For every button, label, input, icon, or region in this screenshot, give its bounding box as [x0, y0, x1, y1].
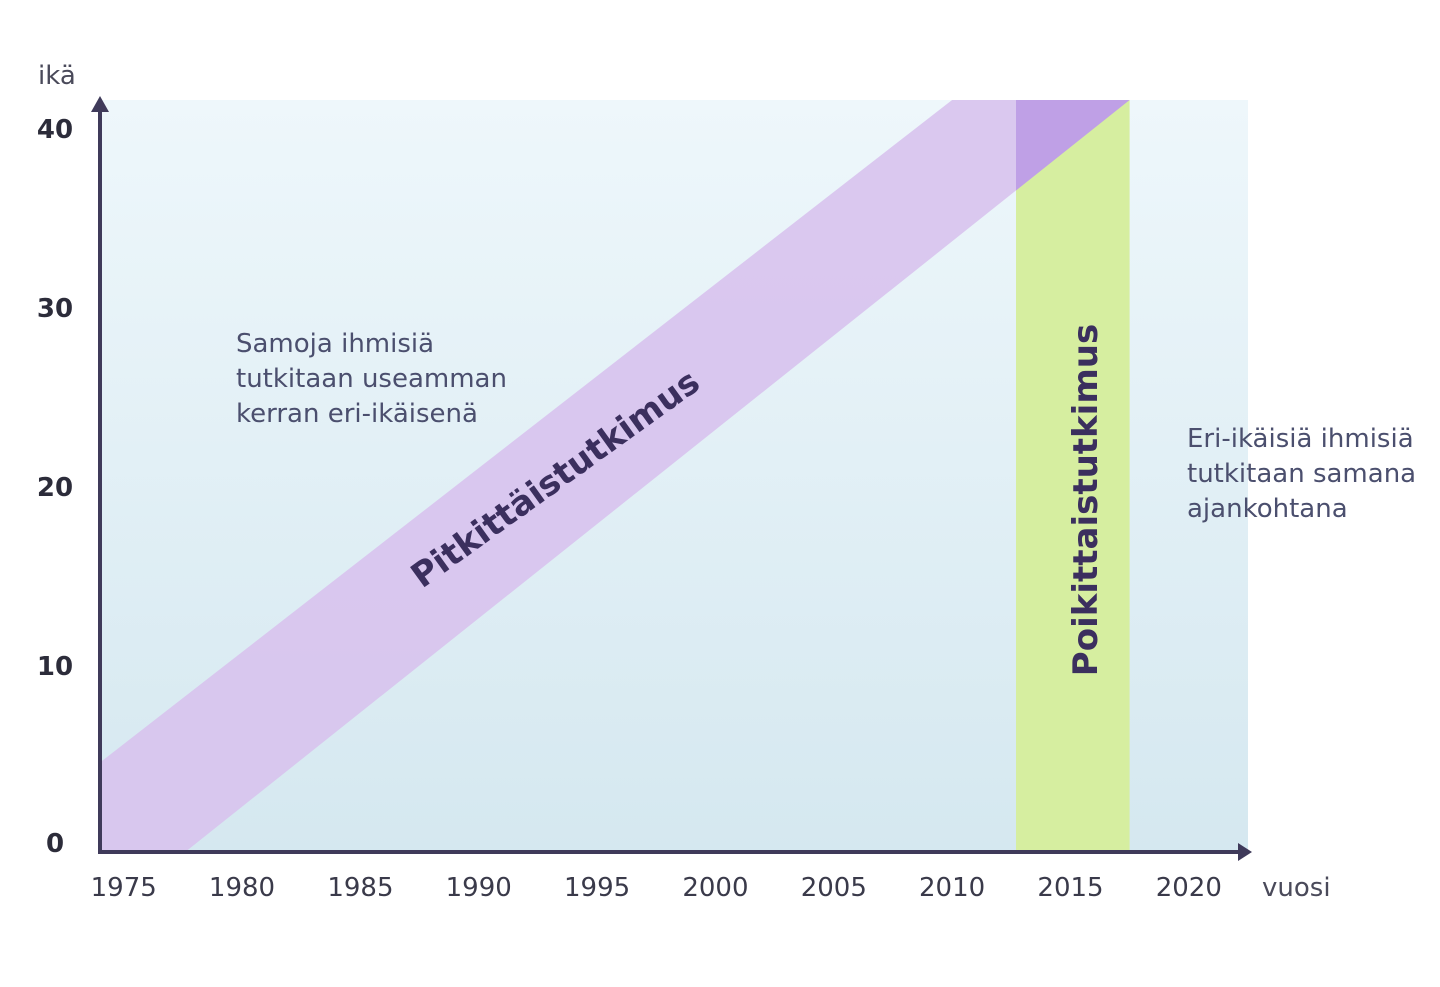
cross-sectional-description: Eri-ikäisiä ihmisiä tutkitaan samana aja… [1187, 424, 1424, 524]
cross-sectional-description-line: tutkitaan samana [1187, 459, 1416, 489]
y-axis-title: ikä [38, 61, 76, 91]
x-tick-label: 1990 [446, 873, 512, 903]
longitudinal-description: Samoja ihmisiä tutkitaan useamman kerran… [236, 329, 515, 429]
x-tick-label: 2000 [682, 873, 748, 903]
cross-sectional-band-label: Poikittaistutkimus [1066, 324, 1106, 676]
cross-sectional-description-line: Eri-ikäisiä ihmisiä [1187, 424, 1414, 454]
x-tick-labels: 1975 1980 1985 1990 1995 2000 2005 2010 2015 2020 [91, 873, 1222, 903]
y-tick-label: 0 [46, 829, 64, 859]
cross-sectional-band [1016, 100, 1130, 852]
x-tick-label: 1995 [564, 873, 630, 903]
longitudinal-description-line: Samoja ihmisiä [236, 329, 434, 359]
x-axis-title: vuosi [1262, 873, 1331, 903]
x-axis-arrow [1238, 843, 1252, 861]
x-tick-label: 1980 [209, 873, 275, 903]
x-tick-label: 2015 [1037, 873, 1103, 903]
y-tick-label: 40 [37, 115, 73, 145]
y-tick-labels: 0 10 20 30 40 [37, 115, 73, 859]
y-tick-label: 20 [37, 473, 73, 503]
x-tick-label: 2020 [1156, 873, 1222, 903]
y-tick-label: 30 [37, 294, 73, 324]
x-tick-label: 2005 [801, 873, 867, 903]
longitudinal-description-line: kerran eri-ikäisenä [236, 399, 478, 429]
x-tick-label: 1975 [91, 873, 157, 903]
x-tick-label: 1985 [327, 873, 393, 903]
longitudinal-band [100, 100, 1130, 852]
cross-sectional-description-line: ajankohtana [1187, 494, 1348, 524]
y-tick-label: 10 [37, 652, 73, 682]
band-overlap [1016, 100, 1130, 191]
longitudinal-description-line: tutkitaan useamman [236, 364, 507, 394]
x-tick-label: 2010 [919, 873, 985, 903]
y-axis-arrow [91, 96, 109, 112]
